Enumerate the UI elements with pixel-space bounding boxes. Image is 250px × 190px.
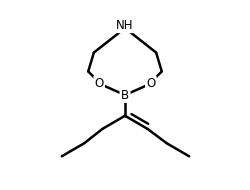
- Text: O: O: [146, 77, 156, 90]
- Text: B: B: [121, 89, 129, 101]
- Text: O: O: [94, 77, 104, 90]
- Text: NH: NH: [116, 19, 134, 32]
